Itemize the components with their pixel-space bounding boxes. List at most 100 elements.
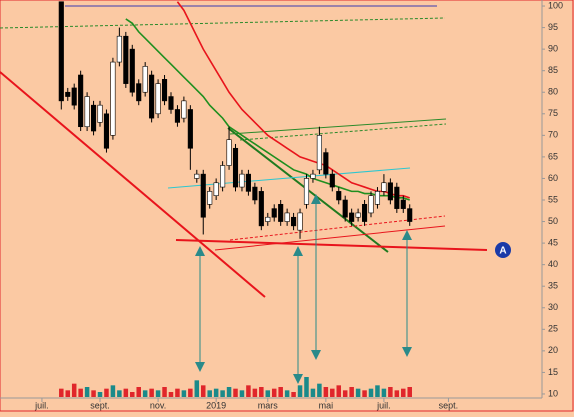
x-tick-label: 2019 — [206, 400, 226, 410]
volume-bar — [342, 390, 348, 397]
volume-bar — [213, 388, 219, 397]
volume-bar — [265, 390, 271, 397]
volume-bar — [271, 388, 277, 397]
candle-body — [174, 109, 180, 123]
volume-bar — [284, 390, 290, 397]
volume-bar — [65, 390, 71, 397]
candle-body — [220, 165, 226, 188]
candle-body — [207, 191, 213, 205]
volume-bar — [407, 387, 412, 397]
volume-bar — [323, 387, 329, 397]
volume-bar — [104, 388, 109, 397]
candle-body — [226, 139, 232, 166]
trendline — [239, 123, 447, 141]
candle-body — [78, 74, 84, 128]
candle-body — [342, 199, 348, 218]
volume-bar — [136, 387, 141, 397]
volume-bar — [394, 390, 400, 397]
y-tick-label: 95 — [548, 22, 558, 32]
candle-body — [349, 212, 355, 222]
volume-bar — [110, 385, 116, 397]
candle-body — [65, 91, 71, 97]
candle-body — [303, 178, 310, 205]
y-tick-label: 20 — [548, 345, 558, 355]
x-tick-label: nov. — [150, 400, 166, 410]
y-tick-label: 90 — [548, 44, 558, 54]
volume-bar — [175, 388, 180, 397]
volume-bar — [355, 388, 361, 397]
volume-bar — [310, 388, 316, 397]
candle-body — [407, 208, 413, 222]
y-tick-label: 100 — [548, 0, 563, 10]
candle-body — [103, 113, 110, 149]
candle-body — [329, 173, 335, 188]
candle-body — [110, 61, 116, 136]
y-tick-label: 15 — [548, 367, 558, 377]
volume-bar — [123, 388, 129, 397]
volume-bar — [168, 392, 174, 397]
candle-body — [252, 186, 258, 201]
volume-bar — [207, 390, 212, 397]
volume-bar — [226, 387, 232, 397]
y-tick-label: 55 — [548, 194, 558, 204]
volume-bar — [233, 388, 238, 397]
volume-bar — [401, 388, 406, 397]
candle-body — [394, 186, 400, 209]
y-tick-label: 25 — [548, 324, 558, 334]
arrows — [195, 194, 412, 384]
volume-bar — [71, 383, 77, 397]
y-tick-label: 30 — [548, 302, 558, 312]
candle-body — [362, 204, 368, 222]
y-tick-label: 80 — [548, 87, 558, 97]
y-tick-label: 75 — [548, 108, 558, 118]
volume-bar — [362, 390, 367, 397]
volume-bar — [259, 387, 264, 397]
y-tick-label: 35 — [548, 281, 558, 291]
candle-body — [200, 173, 206, 218]
candle-body — [355, 212, 361, 218]
moving-average — [176, 1, 410, 199]
candle-body — [149, 74, 155, 119]
volume-bar — [317, 383, 322, 397]
candle-body — [232, 147, 239, 188]
candle-body — [123, 35, 129, 84]
candle-body — [245, 173, 251, 192]
volume-bar — [278, 387, 283, 397]
volume-bar — [336, 385, 342, 397]
candle-body — [84, 96, 90, 128]
volume-bar — [381, 388, 387, 397]
volume-bar — [388, 387, 393, 397]
volume-bar — [130, 392, 135, 397]
candle-body — [400, 199, 406, 209]
volume-bar — [349, 387, 354, 397]
candle-body — [297, 212, 303, 231]
trendline — [0, 71, 266, 298]
candle-body — [161, 79, 168, 102]
candle-body — [368, 195, 374, 214]
candle-body — [316, 135, 322, 171]
x-tick-label: juil. — [34, 400, 49, 410]
volume-bar — [155, 390, 161, 397]
volume-bar — [220, 390, 225, 397]
candle-body — [142, 66, 148, 93]
volume-bar — [84, 387, 90, 397]
volume-bar — [291, 392, 296, 397]
candle-body — [336, 191, 342, 201]
candle-body — [194, 173, 200, 179]
y-tick-label: 10 — [548, 388, 558, 398]
trendline — [229, 118, 447, 135]
candle-body — [71, 87, 77, 106]
volume-bar — [304, 377, 309, 397]
volume-bar — [252, 388, 258, 397]
x-tick-label: mars — [258, 400, 278, 410]
annotation: A — [499, 246, 506, 257]
volume-bar — [162, 387, 167, 397]
y-tick-label: 60 — [548, 173, 558, 183]
candle-body — [284, 212, 290, 222]
moving-average — [125, 18, 410, 201]
trendline — [214, 225, 446, 251]
candle-body — [323, 152, 329, 175]
trendline — [167, 167, 411, 189]
